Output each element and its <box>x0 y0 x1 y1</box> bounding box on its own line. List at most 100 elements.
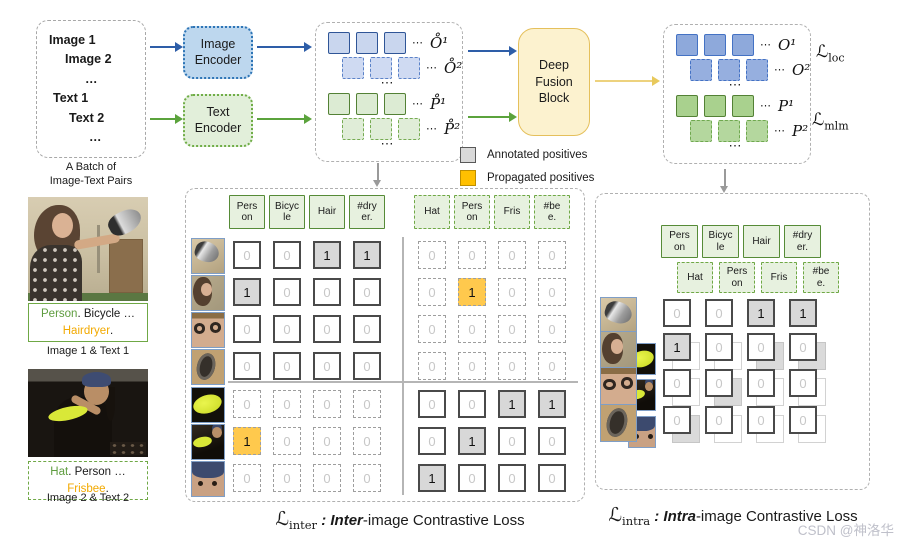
thumb-glasses <box>191 312 225 348</box>
thumb-man-frisbee <box>191 424 225 460</box>
quadrant-divider-horizontal <box>228 381 578 383</box>
feature-label: O̊² <box>444 58 463 77</box>
cell-value: 0 <box>757 375 765 391</box>
cell-value: 0 <box>323 433 331 449</box>
script-L: ℒ <box>608 504 623 526</box>
cell-value: 0 <box>283 470 291 486</box>
cell-value: 1 <box>757 305 765 321</box>
cell-value: 0 <box>468 470 476 486</box>
matrix-cell: 0 <box>418 278 446 306</box>
feature-square <box>746 58 768 81</box>
separator: : <box>317 512 331 529</box>
matrix-cell: 0 <box>663 406 691 434</box>
feature-square <box>398 56 420 79</box>
cell-value: 0 <box>508 284 516 300</box>
ellipsis-dots: ⋯ <box>412 98 424 110</box>
ellipsis-dots: ⋯ <box>426 62 438 74</box>
feature-square <box>746 119 768 142</box>
matrix-cell: 0 <box>747 406 775 434</box>
feature-label: P¹ <box>778 96 795 115</box>
ellipsis-dots: ⋯ <box>412 37 424 49</box>
cell-value: 0 <box>548 247 556 263</box>
matrix-cell: 0 <box>789 369 817 397</box>
batch-line: Text 1 <box>53 91 89 106</box>
cell-value: 0 <box>428 284 436 300</box>
loss-loc-label: ℒloc <box>816 42 845 65</box>
caption-segment: . <box>110 324 114 337</box>
feature-square <box>704 33 726 56</box>
text-encoder-block: Text Encoder <box>183 94 253 147</box>
matrix-cell: 0 <box>663 369 691 397</box>
matrix-cell: 1 <box>458 278 486 306</box>
matrix-cell: 0 <box>498 464 526 492</box>
feature-square <box>356 31 378 54</box>
matrix-cell: 0 <box>233 241 261 269</box>
cell-value: 1 <box>428 470 436 486</box>
cell-value: 0 <box>243 470 251 486</box>
batch-line: Image 2 <box>65 52 112 67</box>
feature-square <box>370 56 392 79</box>
post-fusion-features-box: ⋯ O¹ ⋯ O² ⋯ ⋯ P¹ ⋯ P² ⋯ <box>663 24 811 164</box>
ellipsis-dots: ⋯ <box>380 136 394 151</box>
ellipsis-dots: ⋯ <box>774 64 786 76</box>
feature-square <box>356 92 378 115</box>
cell-value: 0 <box>363 470 371 486</box>
cell-value: 0 <box>363 358 371 374</box>
feature-square <box>718 58 740 81</box>
matrix-cell: 0 <box>313 427 341 455</box>
matrix-cell: 1 <box>789 299 817 327</box>
cell-value: 0 <box>363 433 371 449</box>
matrix-cell: 0 <box>418 390 446 418</box>
arrow-features-to-fusion-green <box>468 112 517 122</box>
ellipsis-dots: ⋯ <box>774 125 786 137</box>
feature-square <box>384 92 406 115</box>
feature-label: P² <box>792 121 809 140</box>
ellipsis-dots: ⋯ <box>380 75 394 90</box>
cell-value: 0 <box>715 339 723 355</box>
matrix-cell: 0 <box>458 464 486 492</box>
cell-value: 0 <box>468 358 476 374</box>
matrix-cell: 0 <box>273 390 301 418</box>
loss-mlm-label: ℒmlm <box>812 110 849 133</box>
cell-value: 0 <box>508 321 516 337</box>
feature-square <box>384 31 406 54</box>
matrix-cell: 0 <box>538 464 566 492</box>
matrix-cell: 0 <box>273 278 301 306</box>
matrix-cell: 0 <box>313 464 341 492</box>
cell-value: 0 <box>428 358 436 374</box>
cell-value: 0 <box>548 470 556 486</box>
cell-value: 0 <box>715 305 723 321</box>
loss-subscript: intra <box>622 514 651 528</box>
caption-segment: Frisbee <box>67 482 106 495</box>
token-fris: Fris <box>761 262 797 293</box>
matrix-cell: 0 <box>458 241 486 269</box>
matrix-cell: 0 <box>353 315 381 343</box>
matrix-cell: 0 <box>458 352 486 380</box>
cell-value: 0 <box>468 321 476 337</box>
text-2-caption: Hat. Person … Frisbee. <box>28 461 148 501</box>
batch-box: Image 1 Image 2… Text 1 Text 2… <box>36 20 146 158</box>
token-person: Pers on <box>661 225 698 258</box>
matrix-cell: 1 <box>313 241 341 269</box>
image-2-photo <box>28 369 148 457</box>
feature-label: O̊¹ <box>430 33 449 52</box>
cell-value: 1 <box>799 305 807 321</box>
cell-value: 1 <box>508 396 516 412</box>
pair-2-label: Image 2 & Text 2 <box>46 492 130 504</box>
matrix-cell: 0 <box>418 427 446 455</box>
cell-value: 0 <box>799 375 807 391</box>
cell-value: 0 <box>799 412 807 428</box>
arrow-features-to-fusion-blue <box>468 46 517 56</box>
caption-segment: Hairdryer <box>62 324 111 337</box>
caption-segment: . Person … <box>68 466 126 478</box>
cell-value: 0 <box>715 375 723 391</box>
matrix-cell: 1 <box>418 464 446 492</box>
cell-value: 0 <box>283 396 291 412</box>
matrix-cell: 0 <box>418 352 446 380</box>
matrix-cell: 0 <box>233 390 261 418</box>
matrix-cell: 1 <box>458 427 486 455</box>
cell-value: 0 <box>428 321 436 337</box>
thumb-wheel <box>191 349 225 385</box>
cell-value: 0 <box>363 321 371 337</box>
